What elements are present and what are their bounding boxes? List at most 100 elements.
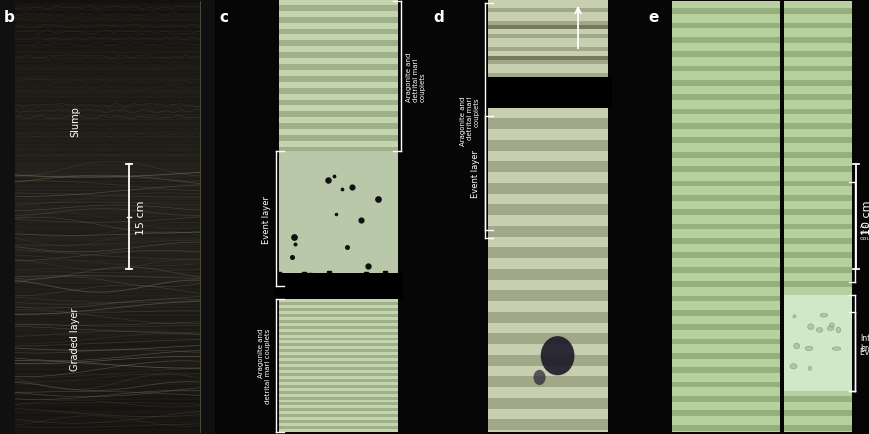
Bar [784,203,851,208]
Bar [279,6,397,12]
Bar [488,9,607,13]
Bar [279,352,397,355]
Bar [279,82,397,89]
Bar [488,135,607,139]
Bar [488,227,607,237]
Bar [784,59,851,65]
Bar [488,143,607,148]
Bar [488,139,607,143]
Bar [671,253,779,259]
Bar [488,69,607,74]
Bar [279,266,397,272]
Bar [671,81,779,86]
Bar [274,273,402,299]
Bar [784,160,851,165]
Bar [488,113,607,117]
Bar [671,289,779,294]
Ellipse shape [789,364,796,369]
Text: Aragonite and
detrital marl couplets: Aragonite and detrital marl couplets [258,328,271,403]
Bar [488,174,607,178]
Bar [279,299,397,302]
Bar [671,195,779,201]
Bar [671,224,779,230]
Bar [488,48,607,52]
Bar [488,376,607,387]
Bar [488,108,607,113]
Bar [671,296,779,302]
Text: b: b [4,10,15,25]
Bar [784,52,851,58]
Bar [488,187,607,191]
Bar [279,272,397,277]
Bar [488,234,607,239]
Bar [279,154,397,159]
Bar [488,204,607,208]
Bar [279,373,397,376]
Bar [279,426,397,429]
Bar [784,224,851,230]
Bar [784,418,851,424]
Bar [784,274,851,280]
Bar [488,17,607,22]
Bar [488,230,607,234]
Bar [488,208,607,213]
Bar [279,65,397,71]
Bar [279,124,397,130]
Bar [784,317,851,323]
Bar [279,171,397,177]
Bar [279,165,397,171]
Bar [784,74,851,79]
Bar [671,389,779,395]
Bar [215,0,429,434]
Bar [279,364,397,367]
Bar [488,130,607,141]
Bar [279,47,397,53]
Text: d: d [434,10,444,25]
Bar [488,355,607,366]
Bar [784,303,851,309]
Bar [279,397,397,400]
Bar [488,26,607,30]
Bar [784,109,851,115]
Bar [784,181,851,187]
Text: Event layer: Event layer [859,347,869,356]
Bar [488,191,607,195]
Bar [279,183,397,189]
Bar [488,148,607,152]
Bar [671,396,779,402]
Bar [279,367,397,370]
Bar [279,391,397,394]
Bar [488,161,607,165]
Bar [671,52,779,58]
Bar [279,18,397,23]
Bar [279,177,397,183]
Bar [671,124,779,130]
Bar [488,152,607,156]
Bar [671,188,779,194]
Ellipse shape [826,326,833,331]
Bar [488,156,607,161]
Bar [671,2,779,432]
Bar [279,423,397,426]
Bar [488,323,607,334]
Bar [488,91,607,95]
Bar [671,403,779,409]
Bar [671,425,779,431]
Bar [279,23,397,30]
Bar [784,9,851,15]
Bar [784,81,851,86]
Bar [279,106,397,112]
Ellipse shape [815,328,822,332]
Bar [488,65,607,69]
Bar [488,366,607,376]
Bar [488,301,607,312]
Bar [784,102,851,108]
Bar [488,35,607,39]
Bar [279,0,397,6]
Bar [671,274,779,280]
Bar [671,375,779,381]
Bar [784,403,851,409]
Bar [671,95,779,101]
Bar [279,329,397,332]
Bar [784,210,851,216]
